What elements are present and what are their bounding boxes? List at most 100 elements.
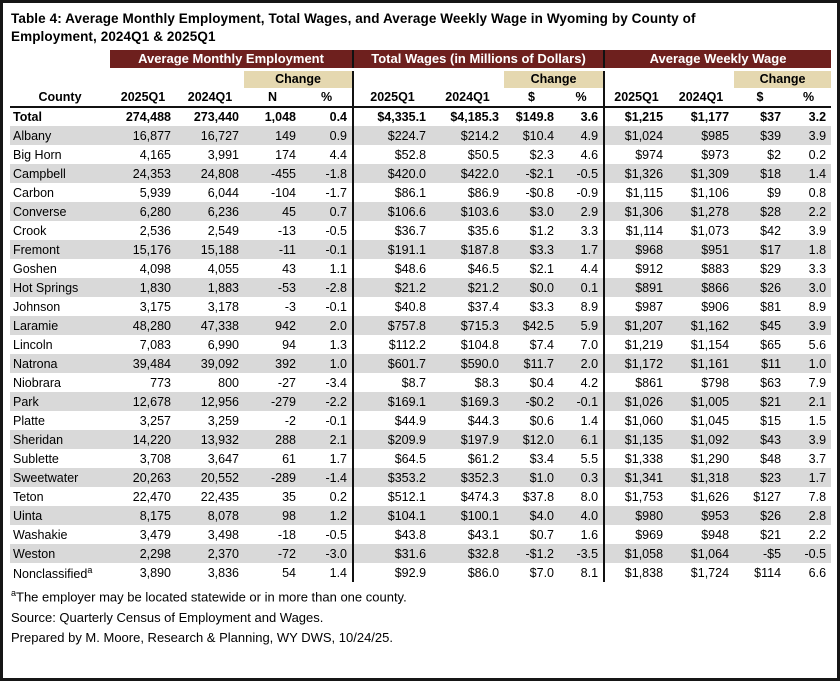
county-cell: Johnson bbox=[13, 299, 61, 314]
column-header: 2024Q1 bbox=[668, 88, 735, 109]
value-cell: 3,890 bbox=[139, 565, 171, 580]
footnote-line: aThe employer may be located statewide o… bbox=[11, 588, 407, 605]
value-cell: 6,990 bbox=[207, 337, 239, 352]
value-cell: $35.6 bbox=[467, 223, 500, 238]
value-cell: -11 bbox=[244, 240, 301, 260]
value-cell: 39,484 bbox=[110, 354, 176, 374]
value-cell: $103.6 bbox=[431, 202, 505, 222]
value-cell: $1,073 bbox=[690, 223, 730, 238]
value-cell: $104.8 bbox=[460, 337, 500, 352]
page-title: Table 4: Average Monthly Employment, Tot… bbox=[11, 11, 696, 44]
value-cell: $52.8 bbox=[352, 145, 432, 165]
value-cell: $1,290 bbox=[690, 451, 730, 466]
value-cell: $1,341 bbox=[603, 468, 669, 488]
county-cell: Park bbox=[10, 392, 110, 412]
value-cell: 3.9 bbox=[786, 126, 832, 146]
value-cell: 2,549 bbox=[207, 223, 239, 238]
value-cell: 5.9 bbox=[559, 316, 605, 336]
value-cell: 6,044 bbox=[207, 185, 239, 200]
value-cell: -$1.2 bbox=[504, 544, 560, 564]
value-cell: 39,092 bbox=[176, 354, 244, 374]
value-cell: 942 bbox=[244, 316, 301, 336]
value-cell: $11 bbox=[734, 354, 787, 374]
value-cell: 8.9 bbox=[808, 299, 827, 314]
value-cell: 149 bbox=[244, 126, 301, 146]
value-cell: -1.7 bbox=[325, 185, 348, 200]
value-cell: $1,114 bbox=[603, 221, 669, 241]
blank-cell bbox=[10, 50, 110, 69]
value-cell: $973 bbox=[701, 147, 730, 162]
value-cell: $12.0 bbox=[504, 430, 560, 450]
value-cell: 94 bbox=[282, 337, 296, 352]
value-cell: $1,172 bbox=[603, 354, 669, 374]
value-cell: $44.3 bbox=[467, 413, 500, 428]
footnote-line: Prepared by M. Moore, Research & Plannin… bbox=[11, 630, 393, 646]
value-cell: $1,318 bbox=[668, 468, 735, 488]
value-cell: 2.2 bbox=[808, 527, 827, 542]
value-cell: $1,154 bbox=[690, 337, 730, 352]
value-cell: 5.6 bbox=[808, 337, 827, 352]
value-cell: $127 bbox=[753, 489, 782, 504]
value-cell: $1.2 bbox=[529, 223, 555, 238]
value-cell: $65 bbox=[760, 337, 782, 352]
value-cell: 4.9 bbox=[559, 126, 605, 146]
county-cell: Converse bbox=[10, 202, 110, 222]
value-cell: $968 bbox=[603, 240, 669, 260]
value-cell: -2.8 bbox=[301, 278, 354, 298]
value-cell: $1,207 bbox=[603, 316, 669, 336]
value-cell: 1,048 bbox=[264, 110, 296, 125]
value-cell: -0.5 bbox=[559, 164, 605, 184]
table-row: Lincoln 7,083 6,990 94 1.3 $112.2 $104.8 $7.4 7.… bbox=[10, 335, 831, 355]
value-cell: $17 bbox=[734, 240, 787, 260]
value-cell: $1,724 bbox=[690, 565, 730, 580]
table-row: Natrona 39,484 39,092 392 1.0 $601.7 $590.0 $11… bbox=[10, 354, 832, 374]
value-cell: -13 bbox=[277, 223, 296, 238]
value-cell: -1.4 bbox=[301, 468, 354, 488]
value-cell: $980 bbox=[603, 506, 669, 526]
value-cell: 22,435 bbox=[200, 489, 239, 504]
value-cell: $866 bbox=[668, 278, 735, 298]
value-cell: $214.2 bbox=[431, 126, 505, 146]
section-header: Total Wages (in Millions of Dollars) bbox=[352, 50, 605, 70]
value-cell: $1,338 bbox=[603, 449, 669, 469]
value-cell: $951 bbox=[668, 240, 735, 260]
value-cell: $21 bbox=[760, 527, 782, 542]
value-cell: 3.9 bbox=[786, 430, 832, 450]
change-header: Change bbox=[504, 67, 605, 89]
value-cell: 3,647 bbox=[207, 451, 239, 466]
value-cell: -0.9 bbox=[576, 185, 599, 200]
value-cell: 1.6 bbox=[580, 527, 599, 542]
value-cell: 1.0 bbox=[786, 354, 832, 374]
value-cell: 3.3 bbox=[580, 223, 599, 238]
value-cell: 1.3 bbox=[329, 337, 348, 352]
value-cell: $86.9 bbox=[467, 185, 500, 200]
section-header: Average Monthly Employment bbox=[110, 50, 354, 70]
column-header: 2025Q1 bbox=[110, 88, 176, 109]
county-cell: Albany bbox=[10, 126, 110, 146]
table-body: Total 274,488 273,440 1,048 0.4 $4,335.1 $4,18… bbox=[10, 107, 832, 583]
value-cell: 0.9 bbox=[301, 126, 354, 146]
value-cell: 8.1 bbox=[580, 565, 599, 580]
value-cell: 22,470 bbox=[132, 489, 171, 504]
column-header: $ bbox=[504, 88, 560, 109]
value-cell: 1.7 bbox=[559, 240, 605, 260]
value-cell: $15 bbox=[760, 413, 782, 428]
value-cell: 15,176 bbox=[110, 240, 176, 260]
value-cell: 773 bbox=[150, 375, 171, 390]
value-cell: 4.4 bbox=[580, 261, 599, 276]
value-cell: $0.4 bbox=[529, 375, 555, 390]
value-cell: 47,338 bbox=[176, 316, 244, 336]
value-cell: $987 bbox=[603, 297, 669, 317]
value-cell: 6,280 bbox=[110, 202, 176, 222]
value-cell: 273,440 bbox=[193, 110, 239, 125]
value-cell: $92.9 bbox=[352, 563, 432, 583]
value-cell: $1,115 bbox=[603, 183, 669, 203]
value-cell: $1,838 bbox=[603, 563, 669, 583]
value-cell: $1,058 bbox=[603, 544, 669, 564]
value-cell: $1,024 bbox=[603, 126, 669, 146]
value-cell: -0.1 bbox=[325, 413, 348, 428]
county-cell: Crook bbox=[13, 223, 47, 238]
value-cell: 1.4 bbox=[580, 413, 599, 428]
value-cell: $1,005 bbox=[668, 392, 735, 412]
value-cell: $21.2 bbox=[431, 278, 505, 298]
